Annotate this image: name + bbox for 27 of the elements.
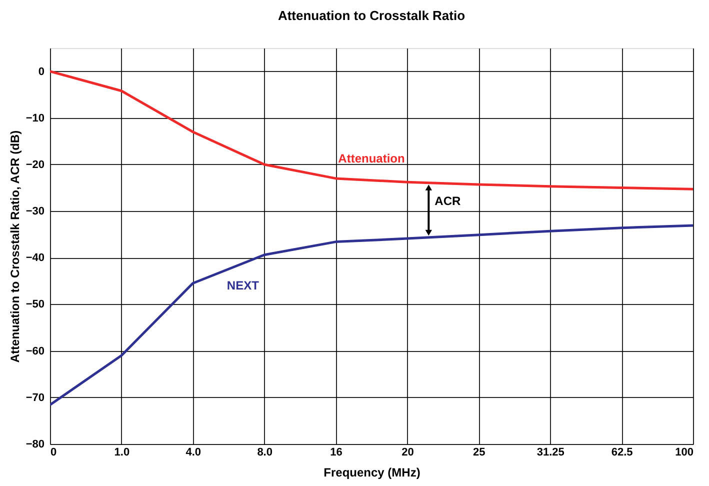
y-tick-label: −70	[26, 392, 44, 404]
y-tick-label: −50	[26, 298, 44, 311]
x-tick-label: 20	[402, 446, 414, 458]
chart-title: Attenuation to Crosstalk Ratio	[278, 8, 466, 23]
x-tick-label: 16	[330, 446, 342, 458]
y-tick-label: −80	[26, 438, 44, 450]
line-series	[50, 70, 693, 190]
x-tick-label: 25	[473, 446, 486, 458]
x-axis-title: Frequency (MHz)	[324, 466, 420, 480]
y-tick-label: 0	[38, 66, 44, 78]
y-tick-label: −60	[26, 345, 44, 358]
y-tick-label: −30	[26, 206, 44, 218]
x-tick-label: 4.0	[186, 446, 202, 458]
y-tick-label: −40	[26, 252, 44, 264]
y-axis-title: Attenuation to Crosstalk Ratio, ACR (dB)	[8, 130, 22, 363]
x-tick-label: 100	[675, 446, 694, 458]
x-tick-label: 1.0	[114, 446, 130, 458]
series-label: Attenuation	[338, 151, 405, 166]
series-label: NEXT	[226, 278, 260, 292]
x-tick-label: 31.25	[536, 446, 564, 458]
line-series	[50, 224, 693, 406]
y-tick-label: −20	[26, 158, 44, 171]
x-tick-label: 8.0	[257, 446, 272, 458]
y-tick-label: −10	[26, 112, 44, 124]
x-tick-label: 0	[50, 446, 57, 458]
x-tick-label: 62.5	[611, 446, 633, 458]
annotation: ACR	[434, 194, 461, 208]
